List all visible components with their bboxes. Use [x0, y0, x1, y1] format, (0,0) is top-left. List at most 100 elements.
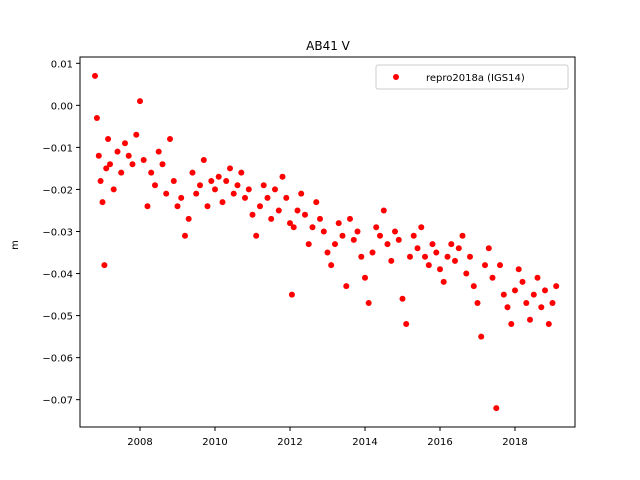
data-point — [493, 405, 500, 412]
data-point — [343, 283, 350, 290]
x-tick-label: 2008 — [127, 437, 152, 448]
data-point — [298, 190, 305, 197]
data-point — [369, 249, 376, 256]
data-point — [444, 253, 451, 260]
data-point — [144, 203, 151, 210]
data-point — [523, 300, 530, 306]
data-point — [403, 321, 410, 327]
y-tick-label: −0.02 — [42, 185, 73, 196]
data-point — [542, 287, 548, 294]
y-tick-label: −0.04 — [42, 270, 73, 281]
data-point — [392, 228, 398, 235]
data-point — [463, 270, 470, 277]
data-point — [425, 262, 432, 269]
data-point — [485, 245, 492, 252]
data-point — [305, 241, 312, 248]
data-point — [122, 140, 128, 147]
data-point — [433, 249, 440, 256]
legend-marker — [393, 74, 399, 80]
data-point — [242, 194, 248, 201]
y-tick-label: −0.07 — [42, 396, 73, 407]
data-point — [287, 220, 293, 227]
data-point — [182, 232, 188, 239]
data-point — [309, 224, 316, 231]
data-point — [350, 236, 357, 243]
data-point — [208, 178, 215, 184]
y-tick-label: −0.01 — [42, 143, 73, 154]
y-axis-label: m — [10, 240, 21, 250]
data-point — [101, 262, 108, 269]
data-point — [118, 169, 125, 176]
data-point — [497, 262, 503, 269]
data-point — [185, 215, 192, 222]
data-point — [234, 182, 241, 189]
data-point — [354, 228, 361, 235]
data-point — [452, 257, 458, 264]
data-point — [272, 186, 278, 193]
data-point — [418, 224, 425, 231]
data-point — [384, 241, 391, 248]
data-point — [253, 232, 260, 239]
data-point — [320, 228, 327, 235]
data-point — [264, 194, 271, 201]
y-axis-ticks: 0.01 0.00 −0.01 −0.02 −0.03 −0.04 −0.05 −0.06 −0… — [42, 59, 80, 407]
data-point — [279, 173, 286, 180]
data-point — [328, 262, 335, 269]
data-point — [489, 274, 496, 281]
data-point — [290, 224, 297, 231]
data-point — [197, 182, 203, 189]
data-point — [99, 199, 106, 206]
data-point — [110, 186, 117, 193]
data-point — [105, 136, 112, 142]
data-point — [549, 300, 556, 306]
data-point — [429, 241, 436, 248]
data-point — [155, 148, 162, 155]
data-point — [152, 182, 158, 189]
y-tick-label: −0.05 — [42, 312, 73, 323]
data-point — [193, 190, 200, 197]
data-points — [92, 72, 560, 412]
data-point — [530, 291, 537, 298]
x-tick-label: 2010 — [202, 437, 227, 448]
data-point — [395, 236, 402, 243]
data-point — [245, 186, 252, 193]
data-point — [332, 241, 338, 248]
data-point — [377, 232, 383, 239]
data-point — [178, 194, 185, 201]
y-tick-label: 0.00 — [51, 101, 73, 112]
data-point — [275, 207, 282, 214]
data-point — [97, 178, 104, 184]
data-point — [399, 295, 406, 302]
data-point — [347, 215, 353, 222]
data-point — [388, 257, 395, 264]
x-axis-ticks: 2008 2010 2012 2014 2016 2018 — [127, 427, 528, 448]
data-point — [212, 186, 218, 193]
data-point — [200, 157, 207, 163]
data-point — [470, 283, 477, 290]
data-point — [373, 224, 380, 231]
data-point — [219, 199, 226, 206]
data-point — [335, 220, 342, 227]
data-point — [189, 169, 196, 176]
legend-label: repro2018a (IGS14) — [426, 73, 525, 84]
data-point — [302, 211, 308, 218]
data-point — [114, 148, 121, 155]
data-point — [410, 232, 417, 239]
data-point — [440, 278, 447, 285]
data-point — [508, 321, 515, 327]
chart-title: AB41 V — [306, 39, 351, 53]
data-point — [414, 245, 421, 252]
data-point — [534, 274, 541, 281]
data-point — [215, 173, 222, 180]
data-point — [527, 316, 533, 323]
x-tick-label: 2014 — [352, 437, 377, 448]
legend-box — [375, 64, 569, 90]
data-point — [478, 333, 485, 340]
data-point — [455, 245, 462, 252]
data-point — [268, 215, 275, 222]
data-point — [437, 266, 443, 273]
data-point — [163, 190, 170, 197]
data-point — [283, 194, 290, 201]
data-point — [92, 72, 98, 79]
